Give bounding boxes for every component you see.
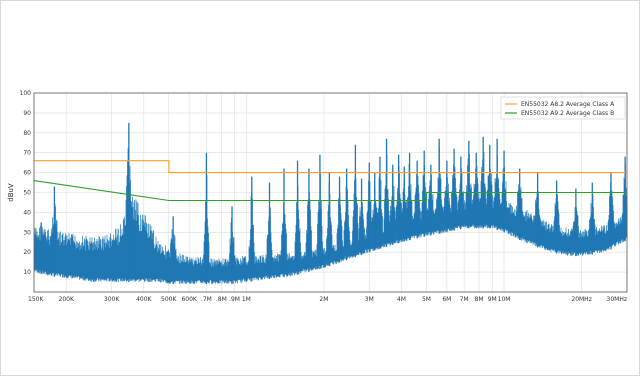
class-a-limit-line [34, 160, 627, 174]
legend: EN55032 A8.2 Average Class A EN55032 A9.2… [500, 96, 626, 120]
x-tick-label: 600K [181, 296, 197, 303]
y-tick-label: 30 [23, 229, 31, 236]
x-tick-label: 400K [136, 296, 152, 303]
y-tick-label: 70 [23, 150, 31, 157]
legend-entry: EN55032 A8.2 Average Class A [521, 101, 615, 108]
class-b-limit-line [33, 180, 627, 202]
x-tick-label: .9M [229, 296, 240, 303]
y-tick-label: 60 [23, 170, 31, 177]
y-tick-label: 20 [23, 249, 31, 256]
x-tick-label: 500K [161, 296, 177, 303]
y-tick-label: 80 [23, 130, 31, 137]
plot-border [33, 92, 628, 293]
x-tick-label: 2M [319, 296, 328, 303]
x-tick-label: 1M [242, 296, 251, 303]
x-tick-label: 9M [488, 296, 497, 303]
y-tick-label: 40 [23, 209, 31, 216]
legend-entry: EN55032 A9.2 Average Class B [521, 110, 614, 117]
x-tick-label: 3M [365, 296, 374, 303]
y-axis-ticks: 10 20 30 40 50 60 70 80 90 100 [20, 90, 32, 276]
x-tick-label: 7M [460, 296, 469, 303]
measurement-series [34, 122, 628, 285]
x-tick-label: 6M [442, 296, 451, 303]
y-tick-label: 90 [23, 110, 31, 117]
y-axis-label: dBuV [7, 183, 15, 202]
x-tick-label: 20MHz [571, 296, 591, 303]
x-axis-ticks: 150K 200K 300K 400K 500K 600K .7M .8M .9M 1M 2M 3M 4… [28, 296, 627, 303]
x-tick-label: 300K [104, 296, 120, 303]
y-tick-label: 10 [23, 269, 31, 276]
legend-box [500, 96, 626, 120]
x-tick-label: 5M [422, 296, 431, 303]
x-tick-label: .7M [201, 296, 212, 303]
x-tick-label: 30MHz [607, 296, 627, 303]
y-tick-label: 100 [20, 90, 32, 97]
x-tick-label: 200K [59, 296, 75, 303]
x-tick-label: 10M [498, 296, 511, 303]
x-tick-label: .8M [216, 296, 227, 303]
y-tick-label: 50 [23, 190, 31, 197]
x-tick-label: 4M [397, 296, 406, 303]
x-tick-label: 150K [28, 296, 44, 303]
x-tick-label: 8M [475, 296, 484, 303]
limit-lines [33, 160, 627, 202]
